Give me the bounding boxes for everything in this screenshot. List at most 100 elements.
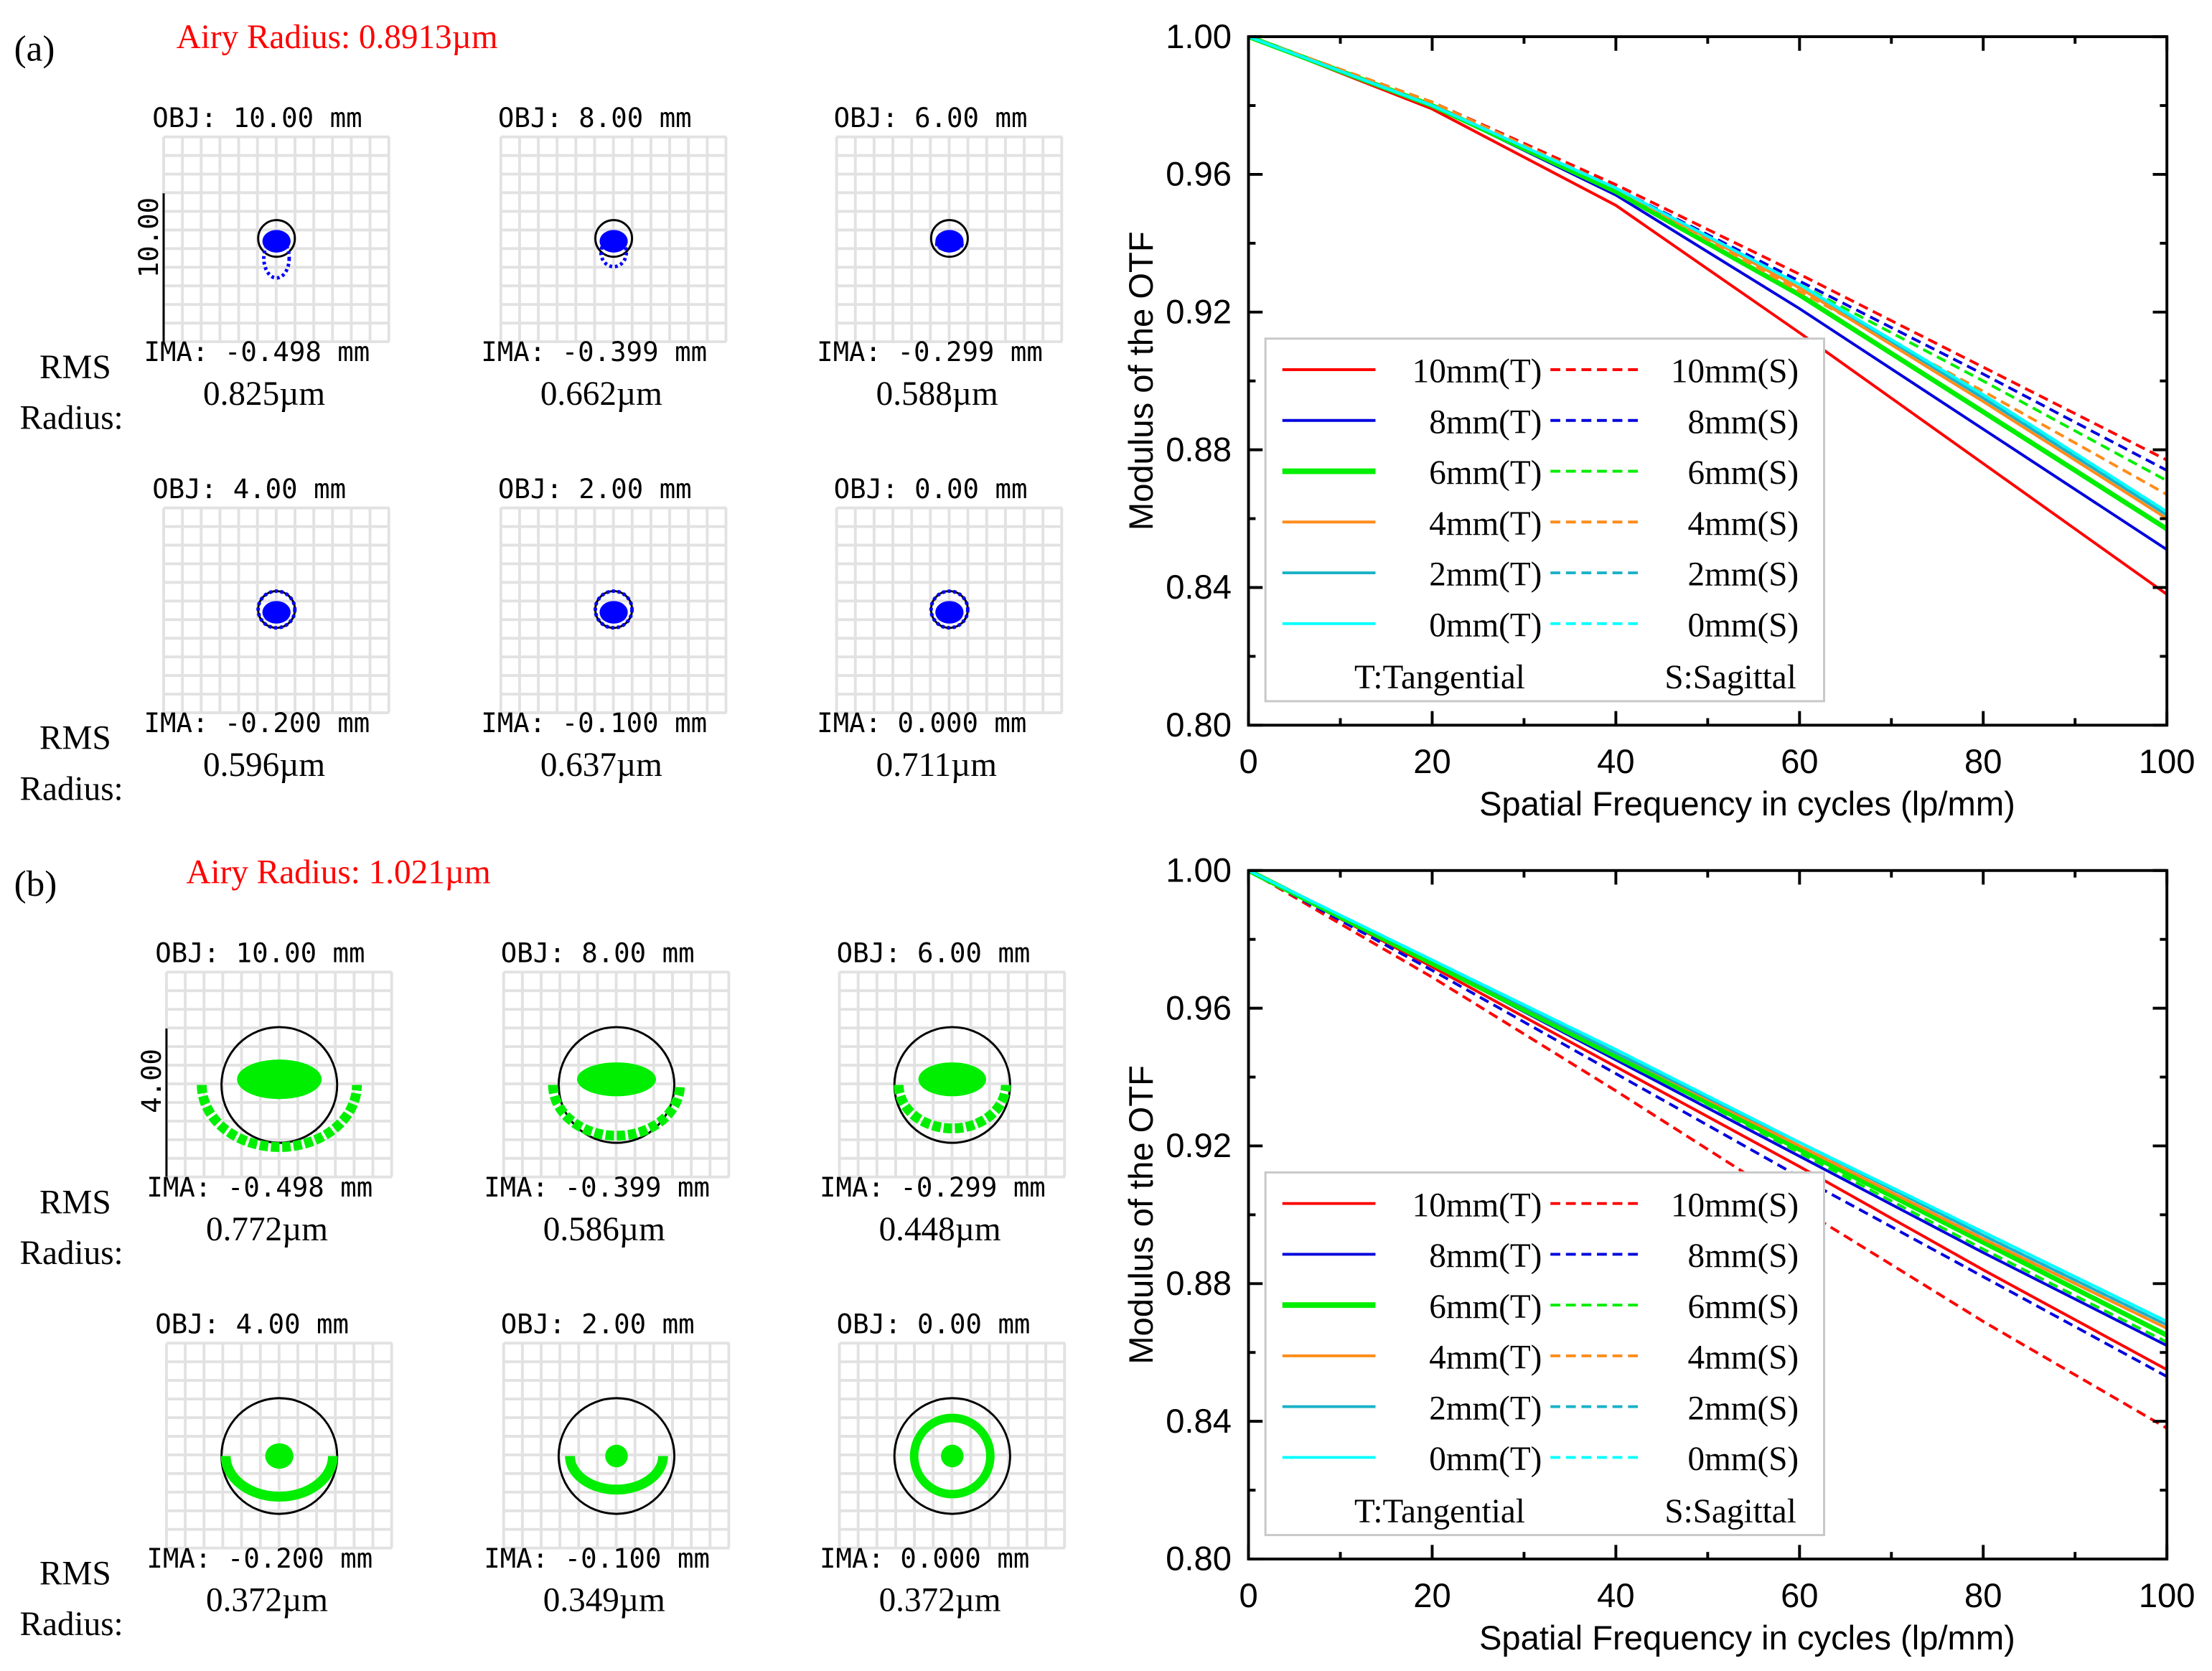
spot-ima-label: IMA: -0.299 mm [820, 1172, 1046, 1204]
x-tick-label: 20 [1413, 742, 1451, 780]
rms-label-line2: Radius: [19, 1235, 123, 1273]
spot-core [599, 230, 628, 253]
airy-disk [594, 219, 634, 258]
spot-ring [929, 589, 970, 630]
x-tick-label: 60 [1781, 742, 1818, 780]
x-tick-label: 80 [1964, 742, 2002, 780]
spot-diagram [502, 970, 731, 1179]
y-tick-label: 0.84 [1166, 568, 1232, 606]
spot-arc [548, 1085, 685, 1141]
otf-chart: 0.80 0.84 0.88 0.92 0.96 1.00 0 20 40 60 80 100 Spat… [1122, 17, 2195, 823]
rms-label-line1: RMS [39, 721, 111, 758]
legend-box [1264, 1171, 1825, 1537]
spot-obj-label: OBJ: 10.00 mm [155, 938, 365, 970]
spot-rms-value: 0.372µm [878, 1583, 1001, 1620]
series-line-10mmt [1248, 37, 2168, 596]
spot-diagram [164, 1342, 393, 1550]
spot-rms-value: 0.448µm [878, 1212, 1001, 1249]
y-tick-label: 1.00 [1166, 851, 1232, 889]
spot-rms-value: 0.596µm [203, 747, 326, 785]
rms-label-line2: Radius: [19, 1606, 123, 1644]
spot-obj-label: OBJ: 8.00 mm [500, 938, 695, 970]
spot-ima-label: IMA: -0.399 mm [484, 1172, 711, 1204]
airy-disk [557, 1397, 676, 1515]
legend-note: S:Sagittal [1664, 1493, 1796, 1530]
legend-note: T:Tangential [1354, 1493, 1525, 1530]
series-line-4mms [1248, 870, 2168, 1330]
airy-radius-label: Airy Radius: 1.021µm [186, 855, 491, 892]
x-tick-label: 20 [1413, 1576, 1451, 1614]
legend-label: 2mm(T) [1429, 1390, 1542, 1427]
series-line-10mmt [1248, 870, 2168, 1371]
legend-box [1264, 337, 1825, 703]
spot-arc [220, 1456, 338, 1502]
spot-rms-value: 0.349µm [543, 1583, 665, 1620]
spot-obj-label: OBJ: 2.00 mm [497, 474, 692, 505]
y-tick-label: 1.00 [1166, 17, 1232, 55]
y-tick-label: 0.96 [1166, 155, 1232, 193]
airy-disk [557, 1026, 676, 1144]
spot-rms-value: 0.588µm [876, 376, 998, 413]
spot-tail [934, 236, 964, 252]
series-line-4mms [1248, 37, 2168, 496]
series-line-8mms [1248, 870, 2168, 1378]
rms-label-line2: Radius: [19, 772, 123, 809]
x-tick-label: 0 [1239, 1576, 1257, 1614]
y-tick-label: 0.80 [1166, 1540, 1232, 1578]
rms-label-line1: RMS [39, 1556, 111, 1593]
series-line-0mms [1248, 37, 2168, 513]
spot-rms-value: 0.662µm [540, 376, 662, 413]
x-tick-label: 100 [2139, 742, 2195, 780]
legend-label: 6mm(T) [1429, 1288, 1542, 1326]
spot-core [935, 601, 964, 624]
spot-obj-label: OBJ: 8.00 mm [497, 103, 692, 134]
scale-label: 4.00 [136, 1049, 167, 1113]
legend-label: 4mm(T) [1429, 1339, 1542, 1377]
x-tick-label: 40 [1597, 1576, 1634, 1614]
spot-ima-label: IMA: 0.000 mm [817, 708, 1027, 739]
spot-ring [909, 1413, 995, 1499]
legend-label: 0mm(S) [1688, 1441, 1799, 1478]
spot-core [918, 1062, 986, 1097]
x-tick-label: 40 [1597, 742, 1634, 780]
y-axis-label: Modulus of the OTF [1122, 1065, 1160, 1365]
series-line-10mms [1248, 870, 2168, 1430]
spot-core [941, 1444, 964, 1468]
spot-ima-label: IMA: -0.498 mm [146, 1172, 373, 1204]
x-tick-label: 60 [1781, 1576, 1818, 1614]
spot-rms-value: 0.772µm [205, 1212, 329, 1249]
spot-diagram [499, 135, 728, 344]
spot-diagram: 10.00 [133, 135, 390, 344]
spot-rms-value: 0.825µm [203, 376, 326, 413]
spot-core [599, 601, 628, 624]
y-tick-label: 0.84 [1166, 1402, 1232, 1440]
series-line-6mms [1248, 870, 2168, 1344]
spot-rms-value: 0.586µm [543, 1212, 665, 1249]
rms-label-line2: Radius: [19, 401, 123, 438]
spot-obj-label: OBJ: 0.00 mm [833, 474, 1028, 505]
spot-tail [599, 236, 629, 268]
legend-label: 4mm(T) [1429, 505, 1542, 543]
airy-disk [893, 1397, 1011, 1515]
legend-label: 2mm(T) [1429, 556, 1542, 594]
spot-core [935, 230, 964, 253]
spot-ring [594, 589, 634, 630]
spot-ima-label: IMA: 0.000 mm [820, 1543, 1030, 1575]
scale-label: 10.00 [133, 197, 164, 278]
airy-disk [929, 219, 969, 258]
spot-arc [565, 1456, 668, 1495]
spot-rms-value: 0.637µm [540, 747, 662, 785]
spot-arc [197, 1085, 362, 1152]
spot-rms-value: 0.711µm [876, 747, 997, 785]
legend-note: S:Sagittal [1664, 659, 1796, 696]
spot-diagram [162, 506, 390, 714]
legend-label: 8mm(T) [1429, 1237, 1542, 1275]
panel-label: (b) [14, 863, 57, 904]
airy-disk [257, 219, 296, 258]
legend-label: 4mm(S) [1688, 1339, 1799, 1377]
y-tick-label: 0.96 [1166, 988, 1232, 1026]
spot-core [262, 230, 291, 253]
rms-label-line1: RMS [39, 1185, 111, 1222]
legend-label: 0mm(T) [1429, 607, 1542, 644]
